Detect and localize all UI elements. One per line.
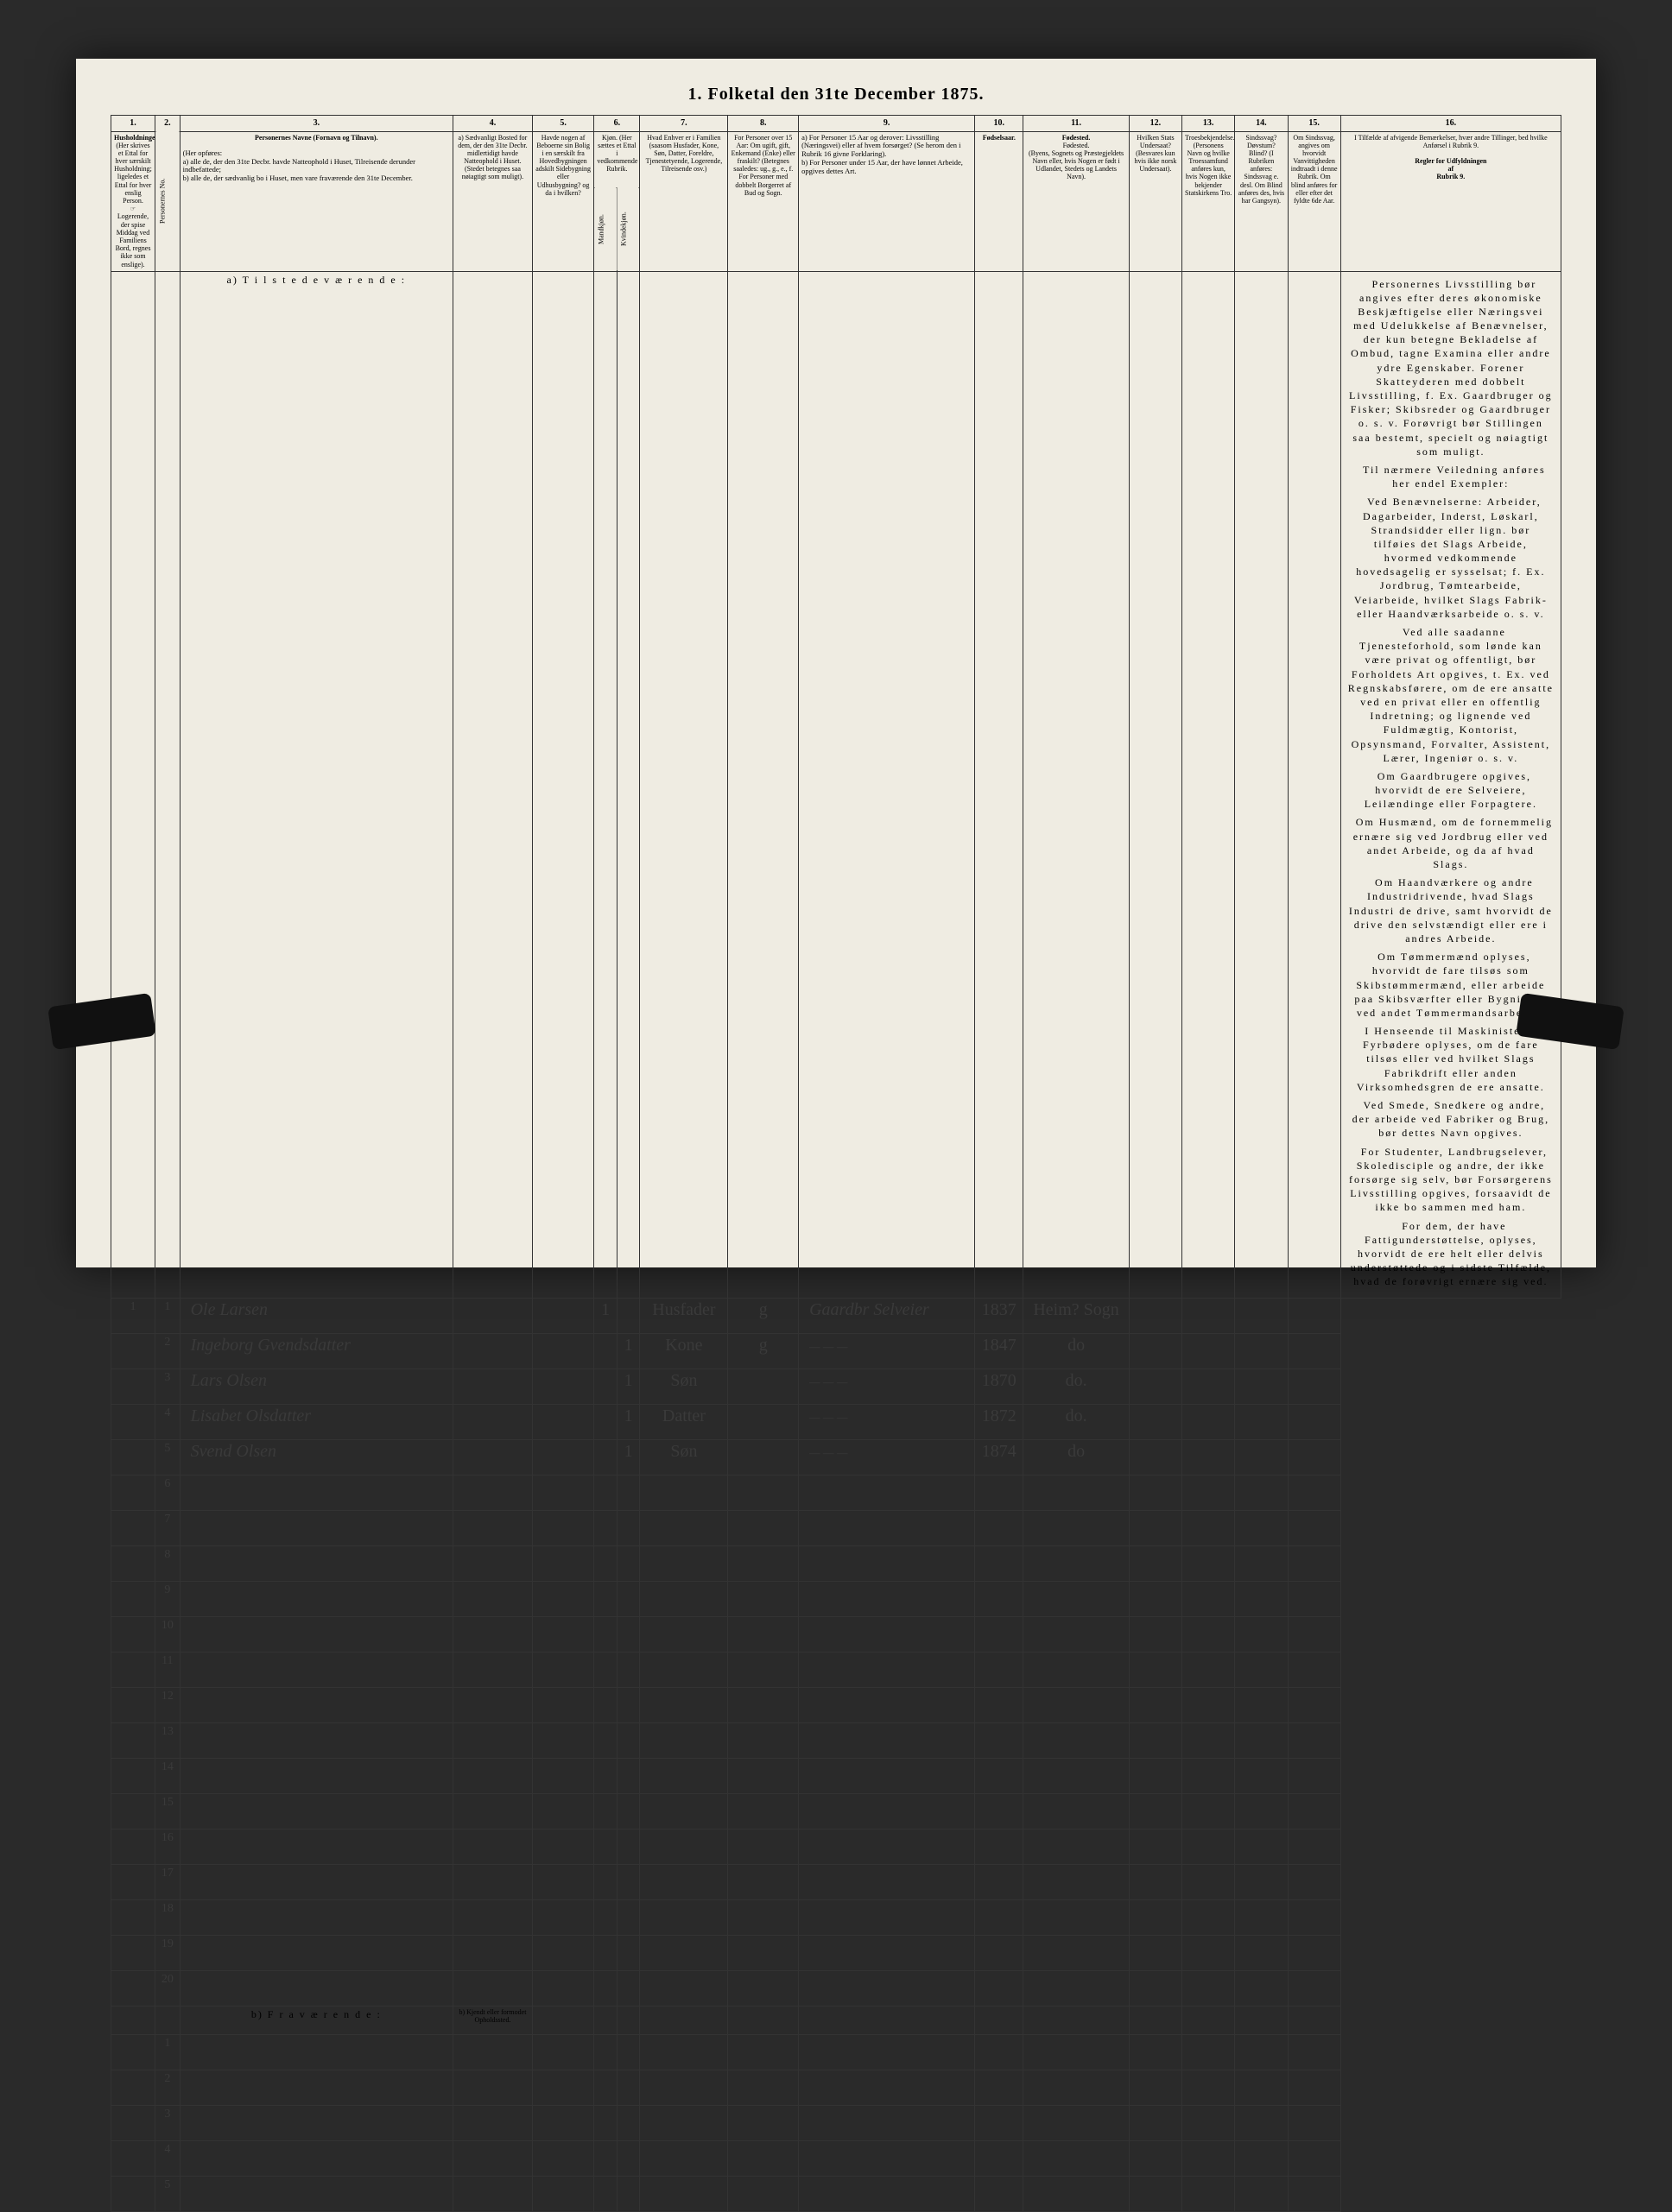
hdr-13: Troesbekjendelse. (Personens Navn og hvi… bbox=[1182, 131, 1235, 271]
table-row-empty: 11 bbox=[111, 1653, 1561, 1688]
hdr-5: Havde nogen af Beboerne sin Bolig i en s… bbox=[532, 131, 593, 271]
table-row-empty: 5 bbox=[111, 2177, 1561, 2212]
hdr-14: Sindssvag? Døvstum? Blind? (I Rubriken a… bbox=[1235, 131, 1288, 271]
rules-column: Personernes Livsstilling bør angives eft… bbox=[1340, 271, 1561, 1299]
colnum-6: 6. bbox=[594, 116, 640, 132]
section-b-label: b) F r a v æ r e n d e : b) Kjendt eller… bbox=[111, 2007, 1561, 2035]
hdr-10: Fødselsaar. bbox=[975, 131, 1023, 271]
table-row-empty: 16 bbox=[111, 1830, 1561, 1865]
hdr-3: Personernes Navne (Fornavn og Tilnavn). … bbox=[180, 131, 453, 271]
table-row-empty: 13 bbox=[111, 1723, 1561, 1759]
colnum-8: 8. bbox=[728, 116, 799, 132]
census-table: 1. 2. 3. 4. 5. 6. 7. 8. 9. 10. 11. 12. 1… bbox=[111, 115, 1561, 2212]
colnum-15: 15. bbox=[1288, 116, 1340, 132]
column-number-row: 1. 2. 3. 4. 5. 6. 7. 8. 9. 10. 11. 12. 1… bbox=[111, 116, 1561, 132]
hdr-9: a) For Personer 15 Aar og derover: Livss… bbox=[799, 131, 975, 271]
table-row-empty: 10 bbox=[111, 1617, 1561, 1653]
section-b-text: b) F r a v æ r e n d e : bbox=[180, 2007, 453, 2035]
colnum-9: 9. bbox=[799, 116, 975, 132]
section-a-text: a) T i l s t e d e v æ r e n d e : bbox=[180, 271, 453, 1299]
table-row-empty: 8 bbox=[111, 1546, 1561, 1582]
hdr-2: Personernes No. bbox=[155, 131, 180, 271]
colnum-5: 5. bbox=[532, 116, 593, 132]
colnum-13: 13. bbox=[1182, 116, 1235, 132]
hdr-6: Kjøn. (Her sættes et Ettal i vedkommende… bbox=[594, 131, 640, 187]
table-row-empty: 3 bbox=[111, 2106, 1561, 2141]
colnum-7: 7. bbox=[640, 116, 728, 132]
section-a-label: a) T i l s t e d e v æ r e n d e : Perso… bbox=[111, 271, 1561, 1299]
table-row-empty: 14 bbox=[111, 1759, 1561, 1794]
header-row: Husholdninger. (Her skrives et Ettal for… bbox=[111, 131, 1561, 187]
colnum-14: 14. bbox=[1235, 116, 1288, 132]
page-title: 1. Folketal den 31te December 1875. bbox=[111, 85, 1561, 104]
colnum-3: 3. bbox=[180, 116, 453, 132]
hdr-7: Hvad Enhver er i Familien (saasom Husfad… bbox=[640, 131, 728, 271]
table-row: 2Ingeborg Gvendsdatter1Koneg— — —1847do bbox=[111, 1334, 1561, 1369]
table-row: 3Lars Olsen1Søn— — —1870do. bbox=[111, 1369, 1561, 1405]
table-row-empty: 18 bbox=[111, 1900, 1561, 1936]
table-row-empty: 1 bbox=[111, 2035, 1561, 2070]
table-row-empty: 12 bbox=[111, 1688, 1561, 1723]
colnum-4: 4. bbox=[453, 116, 533, 132]
colnum-12: 12. bbox=[1129, 116, 1181, 132]
table-row-empty: 15 bbox=[111, 1794, 1561, 1830]
hdr-12: Hvilken Stats Undersaat? (Besvares kun h… bbox=[1129, 131, 1181, 271]
colnum-16: 16. bbox=[1340, 116, 1561, 132]
table-row: 4Lisabet Olsdatter1Datter— — —1872do. bbox=[111, 1405, 1561, 1440]
section-b-col4: b) Kjendt eller formodet Opholdssted. bbox=[453, 2007, 533, 2035]
hdr-6a: Mandkjøn. bbox=[594, 187, 618, 271]
hdr-16: I Tilfælde af afvigende Bemærkelser, hvæ… bbox=[1340, 131, 1561, 271]
table-row-empty: 2 bbox=[111, 2070, 1561, 2106]
table-row-empty: 4 bbox=[111, 2141, 1561, 2177]
hdr-6b: Kvindekjøn. bbox=[617, 187, 640, 271]
colnum-2: 2. bbox=[155, 116, 180, 132]
colnum-10: 10. bbox=[975, 116, 1023, 132]
hdr-11: Fødested.Fødested. (Byens, Sognets og Pr… bbox=[1023, 131, 1129, 271]
hdr-1: Husholdninger. (Her skrives et Ettal for… bbox=[111, 131, 155, 271]
table-row-empty: 6 bbox=[111, 1476, 1561, 1511]
table-row-empty: 17 bbox=[111, 1865, 1561, 1900]
colnum-1: 1. bbox=[111, 116, 155, 132]
table-row-empty: 9 bbox=[111, 1582, 1561, 1617]
hdr-4: a) Sædvanligt Bosted for dem, der den 31… bbox=[453, 131, 533, 271]
table-row-empty: 19 bbox=[111, 1936, 1561, 1971]
hdr-15: Om Sindssvag, angives om hvorvidt Vanvit… bbox=[1288, 131, 1340, 271]
colnum-11: 11. bbox=[1023, 116, 1129, 132]
ledger-page: 1. Folketal den 31te December 1875. 1. 2… bbox=[76, 59, 1596, 1267]
hdr-8: For Personer over 15 Aar: Om ugift, gift… bbox=[728, 131, 799, 271]
table-row: 11Ole Larsen1HusfadergGaardbr Selveier18… bbox=[111, 1299, 1561, 1334]
table-row: 5Svend Olsen1Søn— — —1874do bbox=[111, 1440, 1561, 1476]
table-row-empty: 20 bbox=[111, 1971, 1561, 2007]
page-wrap: 1. Folketal den 31te December 1875. 1. 2… bbox=[0, 0, 1672, 1326]
table-row-empty: 7 bbox=[111, 1511, 1561, 1546]
